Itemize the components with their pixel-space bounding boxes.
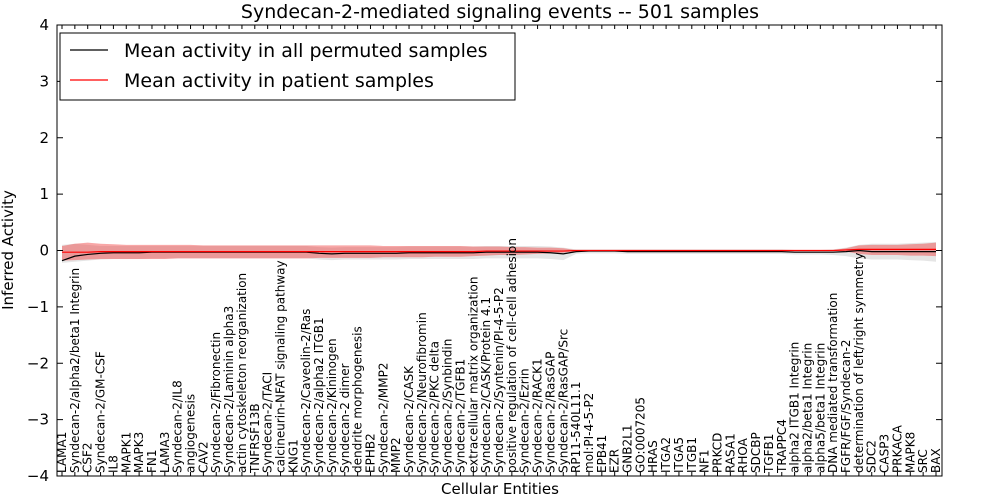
y-tick-label: 4: [39, 16, 49, 34]
x-category-label: ITGB1: [685, 437, 699, 473]
legend-label-permuted: Mean activity in all permuted samples: [124, 40, 487, 62]
x-category-label: extracellular matrix organization: [466, 277, 480, 474]
y-axis: −4 −3 −2 −1 0 1 2 3 4: [27, 16, 942, 485]
x-category-label: dendrite morphogenesis: [351, 326, 365, 473]
x-category-label: Syndecan-2/IL8: [171, 380, 185, 473]
x-category-label: actin cytoskeleton reorganization: [235, 273, 249, 473]
x-category-label: PRKACA: [890, 424, 904, 473]
x-category-label: Syndecan-2/GM-CSF: [94, 351, 108, 473]
x-category-label: Syndecan-2/Fibronectin: [209, 332, 223, 473]
legend-box: [59, 32, 516, 101]
x-category-label: positive regulation of cell-cell adhesio…: [505, 238, 519, 473]
x-category-label: DNA mediated transformation: [826, 293, 840, 473]
x-category-label: EZR: [608, 449, 622, 473]
x-category-label: TNFRSF13B: [248, 403, 262, 474]
x-category-label: Syndecan-2/CASK: [402, 365, 416, 473]
x-category-label: CAV2: [196, 441, 210, 473]
series-lines: [61, 248, 936, 262]
x-category-label: LAMA1: [55, 432, 69, 473]
y-axis-label: Inferred Activity: [0, 190, 17, 310]
y-tick-label: 3: [39, 72, 49, 90]
x-category-label: FN1: [145, 449, 159, 473]
x-category-label: PRKCD: [711, 433, 725, 473]
x-category-label: Syndecan-2/Neurofibromin: [415, 312, 429, 473]
x-category-label: Syndecan-2/RasGAP/Src: [556, 329, 570, 473]
x-category-label: EPB41: [595, 435, 609, 473]
x-category-label: mol:PI-4-5-P2: [582, 393, 596, 473]
x-category-label: ITGA2: [659, 437, 673, 473]
chart-title: Syndecan-2-mediated signaling events -- …: [241, 1, 759, 23]
x-category-label: Syndecan-2/Laminin alpha3: [222, 306, 236, 473]
x-category-label: SDCBP: [749, 432, 763, 473]
x-category-label: Syndecan-2/alpha2 ITGB1: [312, 317, 326, 473]
x-category-label: EPHB2: [363, 433, 377, 473]
y-tick-label: −1: [27, 298, 49, 316]
x-category-label: Syndecan-2 dimer: [338, 363, 352, 473]
y-tick-label: 2: [39, 129, 49, 147]
x-category-label: Syndecan-2/MMP2: [376, 363, 390, 473]
x-category-label: RHOA: [736, 437, 750, 473]
x-axis-label: Cellular Entities: [441, 480, 559, 498]
x-category-label: FGFR/FGF/Syndecan-2: [839, 340, 853, 473]
x-category-label: Syndecan-2/Caveolin-2/Ras: [299, 309, 313, 473]
x-category-label: MAPK3: [132, 432, 146, 473]
x-category-label: SRC: [916, 449, 930, 473]
y-tick-label: 1: [39, 185, 49, 203]
x-category-label: Syndecan-2/TACI: [261, 372, 275, 473]
x-category-label: RP11-540L11.1: [569, 382, 583, 473]
legend: Mean activity in all permuted samples Me…: [59, 32, 516, 101]
x-category-label: IL8: [106, 455, 120, 473]
x-category-label: Syndecan-2/Synbindin: [441, 339, 455, 473]
x-category-label: HRAS: [646, 440, 660, 473]
x-category-label: RASA1: [723, 433, 737, 473]
x-category-label: Syndecan-2/Kininogen: [325, 338, 339, 473]
x-category-label: GNB2L1: [621, 425, 635, 473]
x-category-label: Syndecan-2/PKC delta: [428, 341, 442, 473]
x-category-label: Syndecan-2/Syntenin/PI-4-5-P2: [492, 287, 506, 473]
x-category-label: NF1: [698, 449, 712, 473]
x-category-label: Syndecan-2/alpha2/beta1 Integrin: [68, 268, 82, 473]
x-category-label: alpha5/beta1 Integrin: [813, 343, 827, 473]
x-category-label: Syndecan-2/RasGAP: [543, 352, 557, 473]
x-category-label: TGFB1: [762, 434, 776, 474]
x-category-label: MAPK8: [903, 432, 917, 473]
x-category-label: LAMA3: [158, 432, 172, 473]
x-category-label: calcineurin-NFAT signaling pathway: [274, 260, 288, 473]
x-category-label: alpha2 ITGB1 Integrin: [788, 342, 802, 473]
x-category-label: Syndecan-2/RACK1: [531, 358, 545, 473]
x-category-label: CASP3: [878, 434, 892, 473]
y-tick-label: −4: [27, 467, 49, 485]
x-category-label: determination of left/right symmetry: [852, 253, 866, 473]
x-category-label: Syndecan-2/Ezrin: [518, 368, 532, 473]
series-line-1: [62, 248, 936, 253]
x-category-label: ITGA5: [672, 437, 686, 473]
x-category-label: angiogenesis: [184, 394, 198, 473]
y-tick-label: −2: [27, 354, 49, 372]
x-category-label: BAX: [929, 448, 943, 473]
x-category-label: Syndecan-2/CASK/Protein 4.1: [479, 297, 493, 473]
legend-label-patient: Mean activity in patient samples: [124, 70, 434, 92]
x-category-label: alpha2/beta1 Integrin: [800, 343, 814, 473]
x-category-label: MAPK1: [119, 432, 133, 473]
x-category-label: MMP2: [389, 437, 403, 473]
x-category-label: TRAPPC4: [775, 419, 789, 474]
x-category-label: KNG1: [286, 439, 300, 473]
x-category-label: CSF2: [81, 442, 95, 473]
x-category-label: SDC2: [865, 440, 879, 473]
y-tick-label: −3: [27, 411, 49, 429]
x-category-label: GO:0007205: [633, 397, 647, 473]
x-category-label: Syndecan-2/TGFB1: [453, 359, 467, 473]
y-tick-label: 0: [39, 242, 49, 260]
